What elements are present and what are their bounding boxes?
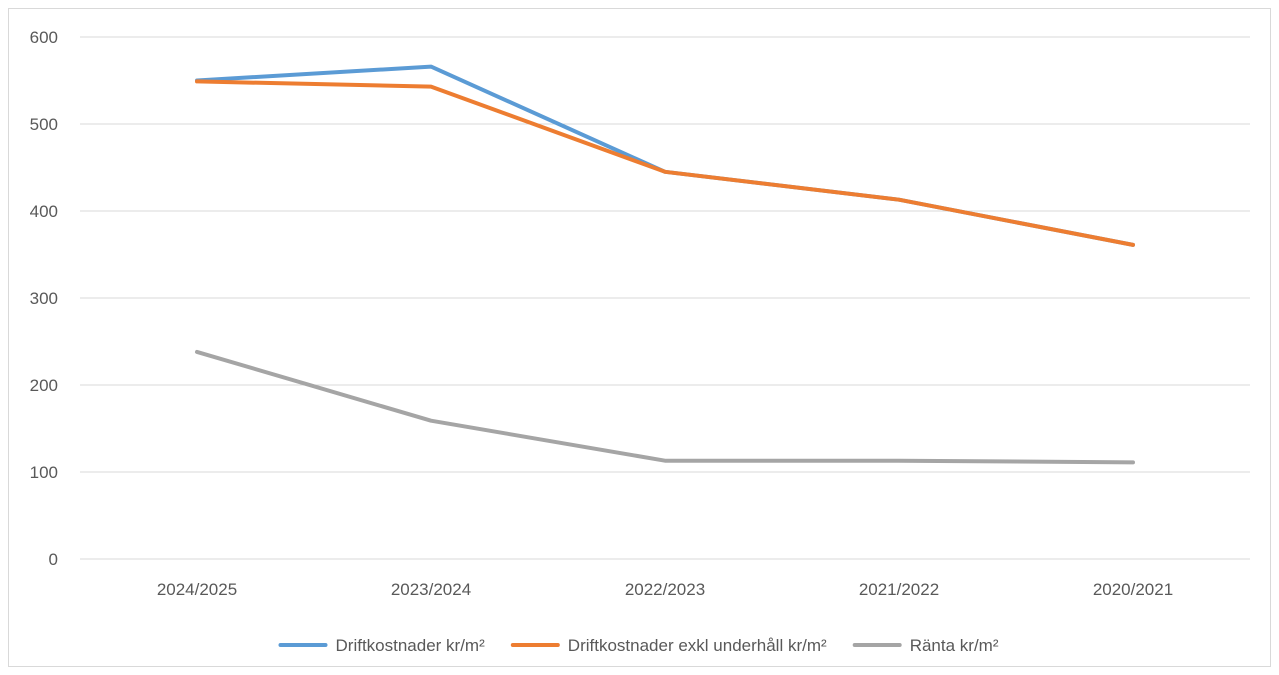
legend-label: Driftkostnader kr/m² [336,636,486,655]
y-tick-label: 500 [30,115,58,134]
x-tick-label: 2022/2023 [625,580,705,599]
gridlines [80,36,1250,560]
y-tick-label: 400 [30,202,58,221]
y-tick-label: 100 [30,463,58,482]
chart-frame [8,8,1271,667]
x-axis-ticks: 2024/2025 2023/2024 2022/2023 2021/2022 2020… [157,580,1173,599]
x-tick-label: 2023/2024 [391,580,471,599]
series-line-2 [195,79,1135,247]
legend: Driftkostnader kr/m² Driftkostnader exkl … [278,636,999,655]
legend-label: Ränta kr/m² [910,636,999,655]
y-tick-label: 300 [30,289,58,308]
series-lines [195,64,1135,465]
y-tick-label: 600 [30,28,58,47]
y-tick-label: 0 [49,550,58,569]
legend-item: Driftkostnader exkl underhåll kr/m² [510,636,827,655]
y-tick-label: 200 [30,376,58,395]
x-tick-label: 2024/2025 [157,580,237,599]
x-tick-label: 2020/2021 [1093,580,1173,599]
x-tick-label: 2021/2022 [859,580,939,599]
legend-label: Driftkostnader exkl underhåll kr/m² [568,636,827,655]
legend-item: Ränta kr/m² [852,636,999,655]
series-line-3 [195,349,1135,465]
legend-item: Driftkostnader kr/m² [278,636,486,655]
y-axis-ticks: 0 100 200 300 400 500 600 [30,28,58,569]
